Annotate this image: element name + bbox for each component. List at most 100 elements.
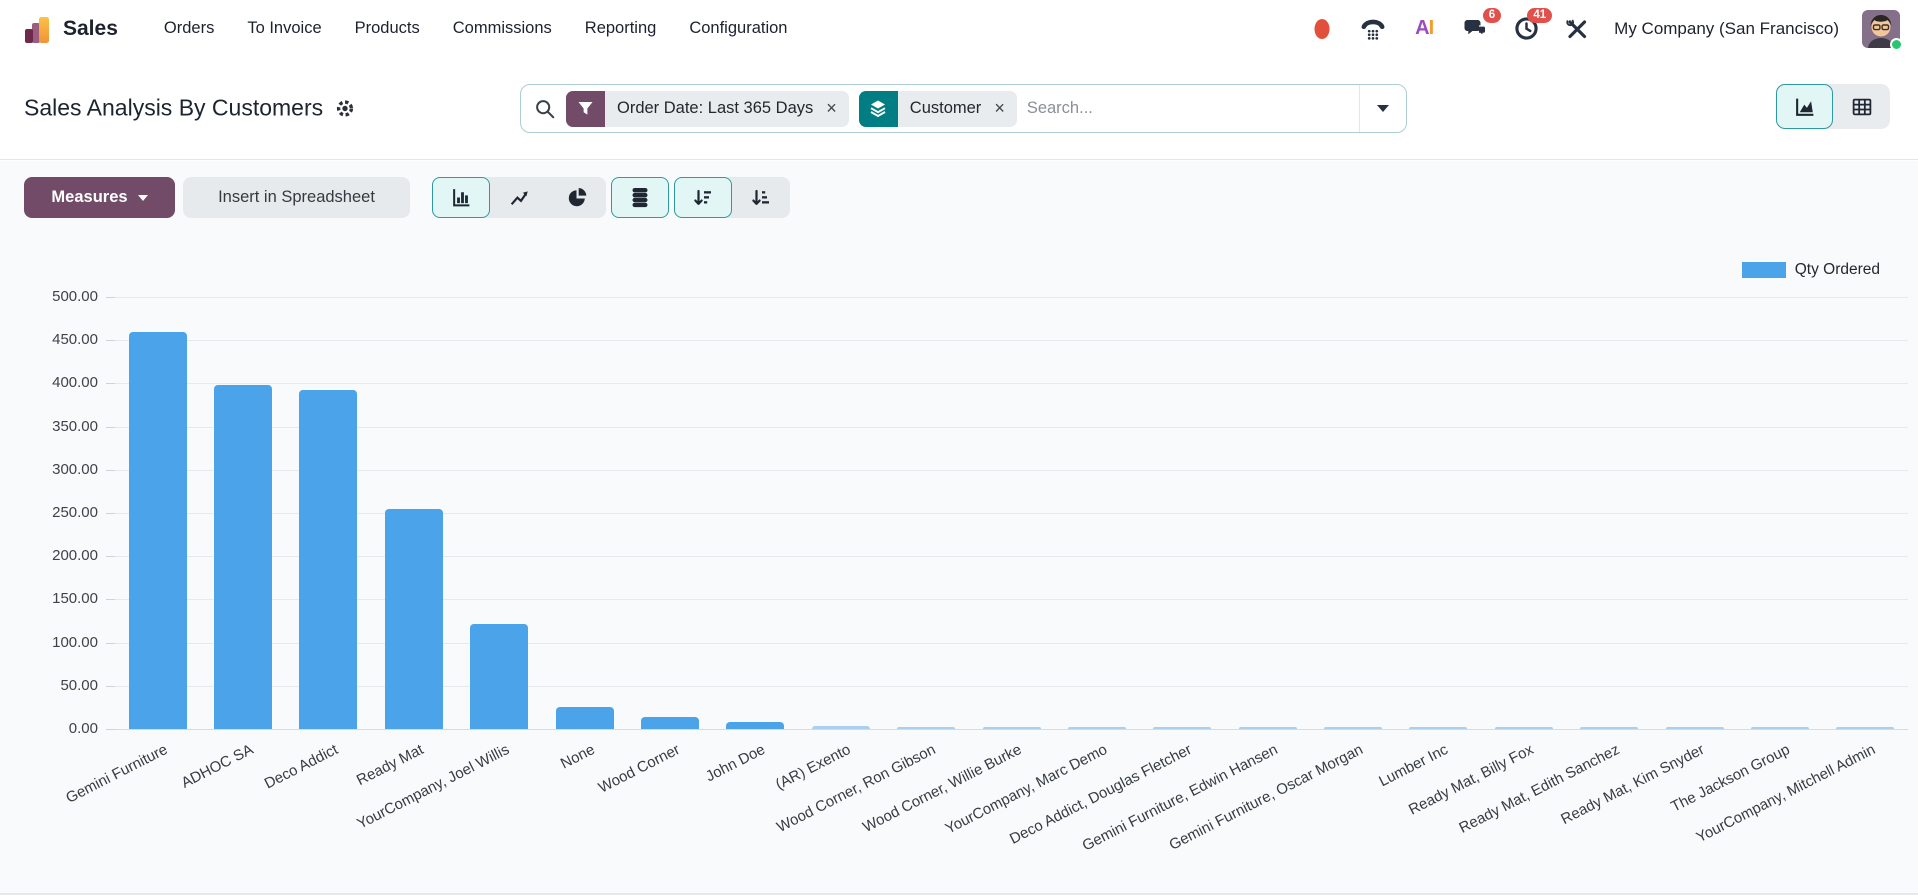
chart-gridline: [115, 426, 1908, 428]
chart-bar[interactable]: [982, 726, 1041, 729]
nav-item-configuration[interactable]: Configuration: [689, 19, 788, 37]
y-axis-tick-label: 300.00: [52, 460, 98, 478]
bar-chart-button[interactable]: [432, 177, 490, 218]
chart-gridline: [115, 297, 1908, 298]
chart-gridline: [115, 642, 1908, 644]
chart-bar[interactable]: [726, 722, 785, 729]
y-axis-tick: [106, 383, 115, 385]
chart-bar[interactable]: [1494, 727, 1553, 729]
y-axis-tick: [106, 599, 115, 601]
messages-icon[interactable]: 6: [1461, 7, 1502, 43]
chart-bar[interactable]: [1067, 726, 1126, 729]
facet-label: Order Date: Last 365 Days: [617, 99, 814, 117]
chart-legend[interactable]: Qty Ordered: [1741, 261, 1880, 279]
y-axis-tick-label: 100.00: [52, 633, 98, 651]
chart-gridline: [115, 685, 1908, 687]
chart-bar[interactable]: [1665, 727, 1724, 729]
app-name: Sales: [63, 16, 118, 40]
nav-item-products[interactable]: Products: [354, 19, 420, 37]
chart-bar[interactable]: [811, 726, 870, 729]
chart-bar[interactable]: [470, 624, 529, 729]
content-area: Measures Insert in Spreadsheet: [0, 161, 1918, 895]
graph-view-button[interactable]: [1776, 84, 1833, 129]
sort-ascending-icon: [752, 189, 769, 205]
sort-ascending-button[interactable]: [732, 177, 790, 218]
search-bar: Order Date: Last 365 Days × Customer ×: [520, 84, 1407, 133]
chart-bar[interactable]: [1324, 727, 1383, 729]
y-axis-tick-label: 500.00: [52, 288, 98, 305]
chart-bar[interactable]: [897, 726, 956, 729]
chart-bar[interactable]: [299, 390, 358, 729]
chart-bar[interactable]: [1153, 726, 1212, 729]
y-axis-tick: [106, 426, 115, 428]
line-chart-button[interactable]: [490, 177, 548, 218]
user-menu[interactable]: [1862, 9, 1903, 51]
chart-bar[interactable]: [1750, 727, 1809, 729]
chart-gridline: [115, 513, 1908, 514]
measures-button[interactable]: Measures: [24, 177, 175, 218]
nav-item-to-invoice[interactable]: To Invoice: [247, 19, 322, 37]
chart-gridline: [115, 599, 1908, 601]
groupby-facet-customer[interactable]: Customer ×: [858, 90, 1017, 127]
control-panel: Sales Analysis By Customers Order Date: …: [0, 57, 1918, 160]
chart-bar[interactable]: [214, 385, 273, 729]
chart-bar[interactable]: [384, 508, 443, 729]
bottom-divider: [0, 893, 1918, 895]
y-axis-tick: [106, 729, 115, 730]
pie-chart-button[interactable]: [548, 177, 606, 218]
chart-bar[interactable]: [1409, 727, 1468, 729]
pivot-table-icon: [1852, 98, 1871, 115]
chart-bar[interactable]: [1238, 727, 1297, 729]
filter-facet-order-date[interactable]: Order Date: Last 365 Days ×: [566, 90, 849, 127]
chart-bar[interactable]: [555, 706, 614, 729]
search-icon: [534, 98, 556, 120]
search-dropdown-toggle[interactable]: [1359, 85, 1406, 132]
pie-chart-icon: [568, 188, 586, 207]
chart-gridline: [115, 729, 1908, 730]
y-axis-tick-label: 50.00: [60, 676, 98, 694]
chevron-down-icon: [137, 194, 148, 201]
legend-swatch: [1741, 262, 1786, 278]
messages-badge: 6: [1482, 7, 1502, 23]
search-input[interactable]: [1026, 85, 1359, 132]
view-switcher: [1776, 84, 1890, 129]
facet-close-icon[interactable]: ×: [826, 98, 837, 118]
chart-bar[interactable]: [1580, 727, 1639, 729]
page-title: Sales Analysis By Customers: [24, 94, 324, 121]
chart-bar[interactable]: [640, 716, 699, 729]
facet-label: Customer: [909, 99, 982, 117]
insert-in-spreadsheet-button[interactable]: Insert in Spreadsheet: [183, 177, 410, 218]
voip-phone-icon[interactable]: [1359, 15, 1387, 43]
layers-icon: [858, 90, 898, 127]
app-menu-toggle[interactable]: Sales: [22, 14, 118, 44]
nav-item-orders[interactable]: Orders: [163, 19, 215, 37]
company-switcher[interactable]: My Company (San Francisco): [1614, 18, 1839, 38]
chart-bar[interactable]: [1836, 727, 1895, 729]
top-menu: Orders To Invoice Products Commissions R…: [164, 19, 788, 38]
activities-badge: 41: [1527, 7, 1553, 23]
y-axis-tick-label: 250.00: [52, 504, 98, 521]
y-axis-tick-label: 0.00: [68, 720, 98, 737]
record-indicator-icon[interactable]: [1308, 15, 1336, 43]
nav-item-commissions[interactable]: Commissions: [452, 19, 552, 37]
stacked-toggle-button[interactable]: [611, 177, 669, 218]
area-chart-icon: [1795, 98, 1813, 116]
line-chart-icon: [510, 191, 528, 206]
tools-icon[interactable]: [1563, 15, 1591, 43]
nav-item-reporting[interactable]: Reporting: [584, 19, 657, 37]
chart-type-group: [432, 177, 606, 218]
bar-chart: Qty Ordered 0.00 50.00 100.00 150.00 200.00 2…: [0, 161, 1918, 895]
chart-bar[interactable]: [128, 331, 187, 729]
y-axis-tick: [106, 469, 115, 471]
activities-clock-icon[interactable]: 41: [1512, 7, 1553, 43]
pivot-view-button[interactable]: [1833, 84, 1890, 129]
chart-gridline: [115, 556, 1908, 558]
y-axis-tick: [106, 685, 115, 687]
gear-icon[interactable]: [335, 98, 355, 118]
graph-toolbar: Measures Insert in Spreadsheet: [0, 161, 1918, 218]
facet-close-icon[interactable]: ×: [994, 98, 1005, 118]
legend-label: Qty Ordered: [1794, 261, 1880, 278]
sort-descending-button[interactable]: [674, 177, 732, 218]
